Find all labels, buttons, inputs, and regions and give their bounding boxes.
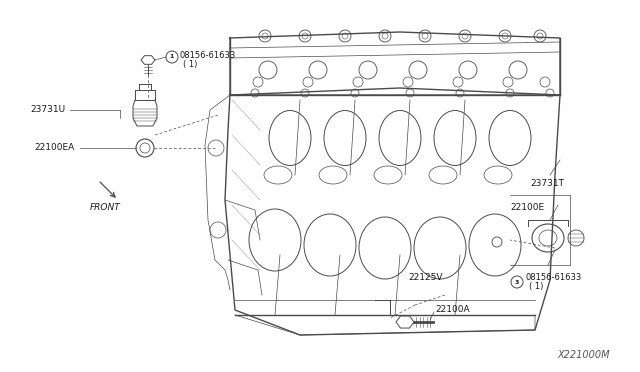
Text: 22100EA: 22100EA bbox=[34, 144, 74, 153]
Text: 08156-61633: 08156-61633 bbox=[526, 273, 582, 282]
Text: 23731T: 23731T bbox=[530, 179, 564, 188]
Text: 08156-61633: 08156-61633 bbox=[180, 51, 236, 60]
Text: 22100A: 22100A bbox=[435, 305, 470, 314]
Text: X221000M: X221000M bbox=[557, 350, 610, 360]
Text: ( 1): ( 1) bbox=[529, 282, 543, 292]
Text: 22125V: 22125V bbox=[408, 273, 442, 282]
Text: 23731U: 23731U bbox=[30, 106, 65, 115]
Text: 1: 1 bbox=[170, 55, 174, 60]
Text: 22100E: 22100E bbox=[510, 203, 544, 212]
Text: ( 1): ( 1) bbox=[183, 60, 197, 68]
Text: 3: 3 bbox=[515, 279, 519, 285]
Text: FRONT: FRONT bbox=[90, 203, 120, 212]
